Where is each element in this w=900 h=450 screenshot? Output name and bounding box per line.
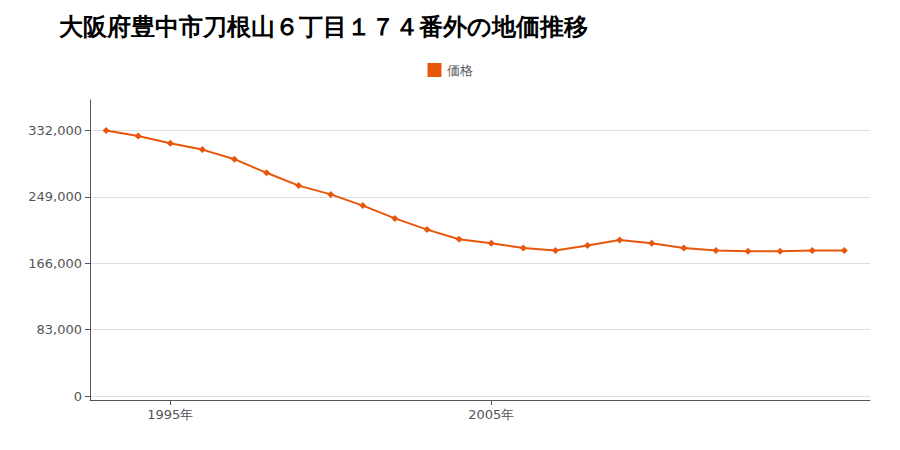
svg-text:価格: 価格 — [447, 63, 473, 78]
svg-text:0: 0 — [74, 389, 82, 404]
svg-text:166,000: 166,000 — [28, 256, 82, 271]
svg-text:2005年: 2005年 — [468, 407, 514, 422]
svg-text:83,000: 83,000 — [37, 322, 83, 337]
svg-text:大阪府豊中市刀根山６丁目１７４番外の地価推移: 大阪府豊中市刀根山６丁目１７４番外の地価推移 — [59, 13, 588, 41]
svg-text:332,000: 332,000 — [28, 123, 82, 138]
svg-text:1995年: 1995年 — [147, 407, 193, 422]
svg-text:249,000: 249,000 — [28, 189, 82, 204]
